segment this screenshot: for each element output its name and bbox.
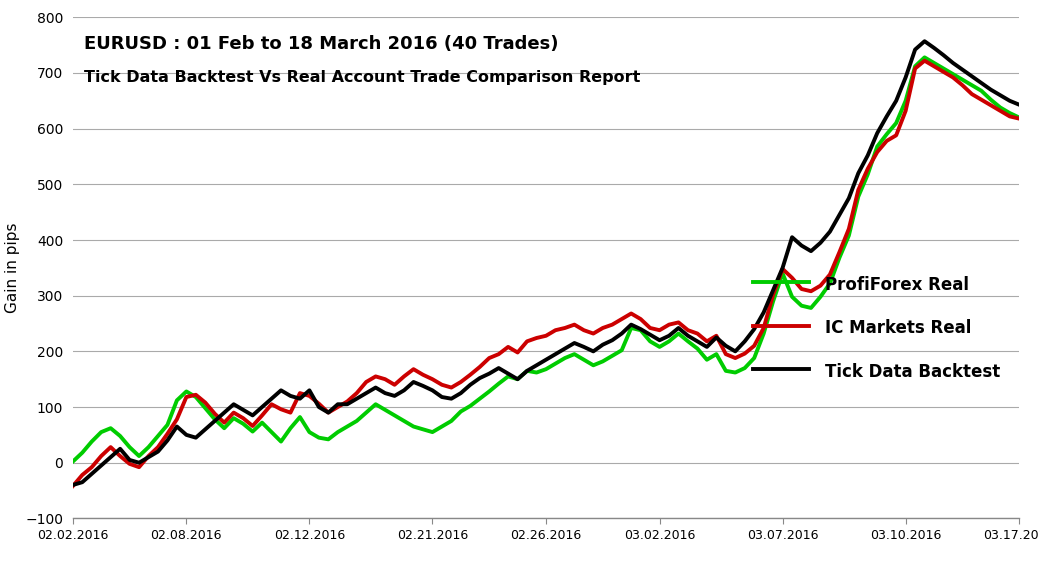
Line: IC Markets Real: IC Markets Real: [73, 60, 1019, 486]
Tick Data Backtest: [634, 325, 647, 332]
Tick Data Backtest: [776, 264, 788, 271]
ProfiForex Real: [918, 54, 931, 61]
ProfiForex Real: [502, 373, 515, 380]
IC Markets Real: [502, 343, 515, 350]
IC Markets Real: [918, 57, 931, 64]
ProfiForex Real: [634, 327, 647, 334]
Tick Data Backtest: [729, 348, 742, 355]
ProfiForex Real: [67, 458, 79, 465]
Y-axis label: Gain in pips: Gain in pips: [4, 222, 20, 313]
Legend: ProfiForex Real, IC Markets Real, Tick Data Backtest: ProfiForex Real, IC Markets Real, Tick D…: [747, 268, 1007, 388]
Text: EURUSD : 01 Feb to 18 March 2016 (40 Trades): EURUSD : 01 Feb to 18 March 2016 (40 Tra…: [84, 35, 558, 53]
Tick Data Backtest: [67, 482, 79, 488]
ProfiForex Real: [133, 453, 146, 460]
Tick Data Backtest: [304, 387, 316, 394]
IC Markets Real: [1013, 115, 1025, 122]
Tick Data Backtest: [502, 370, 515, 377]
IC Markets Real: [634, 316, 647, 323]
IC Markets Real: [304, 392, 316, 399]
Tick Data Backtest: [1013, 101, 1025, 108]
ProfiForex Real: [776, 270, 788, 277]
Line: Tick Data Backtest: Tick Data Backtest: [73, 41, 1019, 485]
Line: ProfiForex Real: ProfiForex Real: [73, 58, 1019, 461]
Tick Data Backtest: [918, 38, 931, 45]
IC Markets Real: [776, 266, 788, 272]
IC Markets Real: [67, 483, 79, 490]
IC Markets Real: [133, 464, 146, 471]
ProfiForex Real: [729, 369, 742, 376]
Text: Tick Data Backtest Vs Real Account Trade Comparison Report: Tick Data Backtest Vs Real Account Trade…: [84, 70, 641, 85]
Tick Data Backtest: [133, 459, 146, 466]
ProfiForex Real: [304, 429, 316, 435]
ProfiForex Real: [1013, 114, 1025, 121]
IC Markets Real: [729, 355, 742, 362]
